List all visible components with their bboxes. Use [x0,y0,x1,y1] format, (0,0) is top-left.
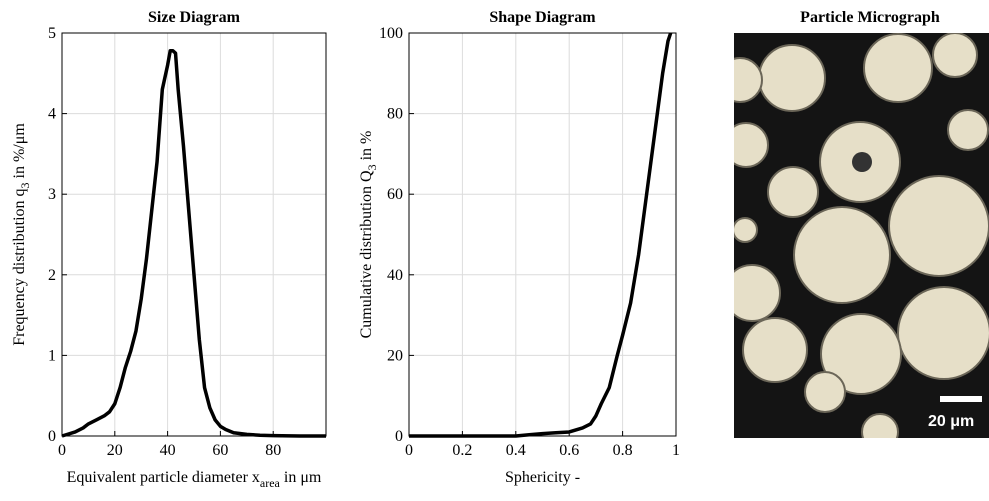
x-axis-label-part: area [260,476,281,490]
x-tick-label: 0.2 [452,442,472,459]
y-axis-label-part: 3 [365,164,379,170]
y-tick-label: 5 [48,25,56,42]
x-tick-label: 0.6 [559,442,579,459]
y-tick-label: 0 [395,428,403,445]
chart-title: Size Diagram [148,9,241,26]
x-tick-label: 0 [405,442,413,459]
y-axis-label: Frequency distribution q3 in %/μm [11,123,32,346]
chart-title: Shape Diagram [489,9,596,26]
y-tick-label: 80 [387,106,403,123]
y-axis-label-part: in % [358,131,375,165]
x-tick-label: 20 [107,442,123,459]
x-tick-label: 60 [212,442,228,459]
x-tick-label: 0 [58,442,66,459]
y-axis-label-part: in %/μm [11,123,28,183]
x-tick-label: 40 [160,442,176,459]
y-axis-label-part: Frequency distribution q [11,188,28,345]
x-axis-label-part: Equivalent particle diameter x [67,469,260,486]
y-tick-label: 4 [48,106,56,123]
x-axis-label: Equivalent particle diameter xarea in μm [67,469,322,490]
data-line [61,48,326,438]
scale-label: 20 μm [928,413,974,430]
y-tick-label: 60 [387,186,403,203]
micrograph-title: Particle Micrograph [800,9,940,26]
x-axis-label: Sphericity - [505,469,580,486]
y-tick-label: 0 [48,428,56,445]
x-tick-label: 80 [265,442,281,459]
y-axis-label-part: Cumulative distribution Q [358,170,375,338]
y-axis-label-part: 3 [18,182,32,188]
y-tick-label: 20 [387,347,403,364]
y-axis-label: Cumulative distribution Q3 in % [358,131,379,339]
plot-frame [61,32,327,437]
micrograph-image: 20 μm [734,33,989,438]
y-tick-label: 2 [48,267,56,284]
x-tick-label: 0.4 [506,442,526,459]
x-tick-label: 1 [672,442,680,459]
x-axis-label-part: Sphericity - [505,469,580,486]
plot-frame [408,32,677,437]
y-tick-label: 40 [387,267,403,284]
data-line [409,32,673,438]
x-tick-label: 0.8 [613,442,633,459]
y-tick-label: 3 [48,186,56,203]
y-tick-label: 1 [48,347,56,364]
y-tick-label: 100 [379,25,403,42]
x-axis-label-part: in μm [280,469,322,486]
micrograph: Particle Micrograph 20 μm [734,9,989,438]
